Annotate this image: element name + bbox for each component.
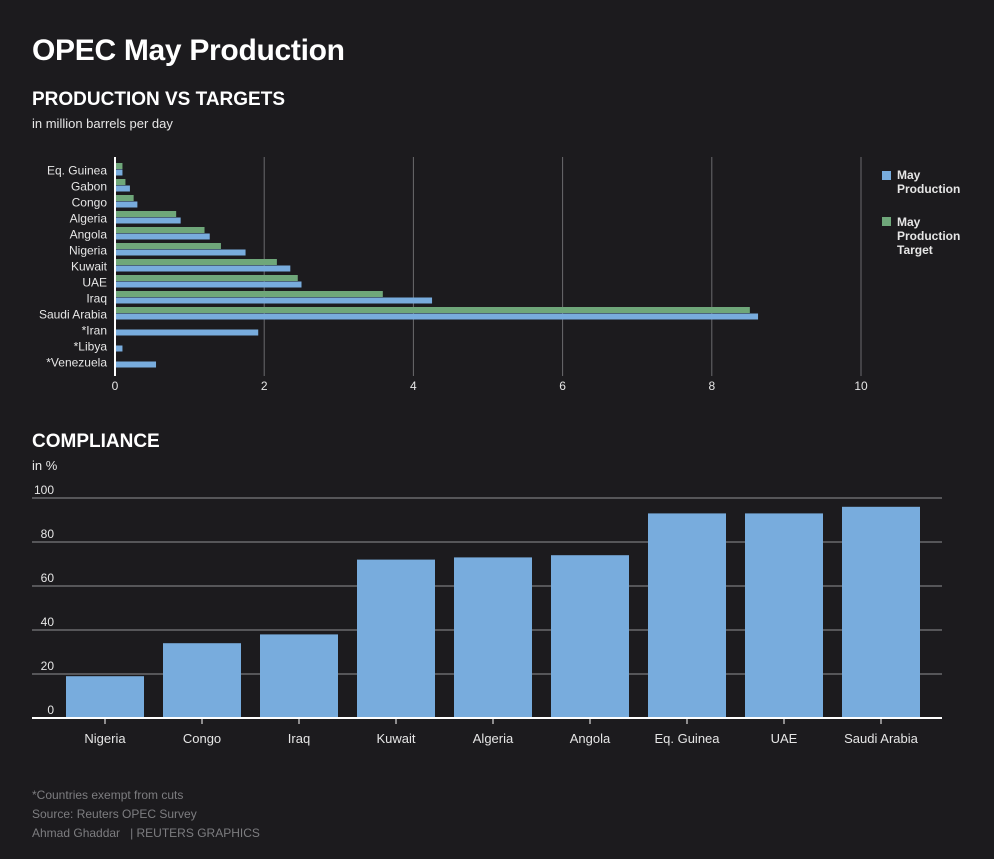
footnote-exempt: *Countries exempt from cuts <box>32 788 184 802</box>
x-tick-label: 6 <box>559 379 566 393</box>
compliance-bar <box>648 513 726 718</box>
target-bar <box>115 275 298 281</box>
target-bar <box>115 291 383 297</box>
category-label: UAE <box>771 731 798 746</box>
target-bar <box>115 179 126 185</box>
production-bar <box>115 249 246 256</box>
legend-label-target: May <box>897 215 921 229</box>
category-label: Eq. Guinea <box>654 731 720 746</box>
credit-line: Ahmad Ghaddar | REUTERS GRAPHICS <box>32 826 260 840</box>
production-bar <box>115 169 123 176</box>
category-label: Iraq <box>86 292 107 306</box>
production-bar <box>115 217 181 224</box>
category-label: Saudi Arabia <box>844 731 918 746</box>
target-bar <box>115 307 750 313</box>
category-label: Saudi Arabia <box>39 308 107 322</box>
compliance-bar <box>454 557 532 718</box>
production-bar <box>115 329 259 336</box>
category-label: Congo <box>183 731 221 746</box>
x-tick-label: 4 <box>410 379 417 393</box>
target-bar <box>115 211 177 217</box>
x-tick-label: 0 <box>112 379 119 393</box>
legend-label-target: Target <box>897 243 933 257</box>
category-label: Eq. Guinea <box>47 164 107 178</box>
y-tick-label: 100 <box>34 483 54 497</box>
y-tick-label: 60 <box>41 571 55 585</box>
production-bar <box>115 233 210 240</box>
production-bar <box>115 281 302 288</box>
compliance-chart: 0 20 40 60 80 100 Nigeria Congo Iraq Kuwait Algeri… <box>32 483 942 746</box>
production-section-title: PRODUCTION VS TARGETS <box>32 89 285 110</box>
production-bar <box>115 297 433 304</box>
production-vs-targets-chart: 0 2 4 6 8 10 Eq. Guinea Gabon Congo Algeria Angola… <box>39 157 960 393</box>
compliance-section-subtitle: in % <box>32 458 58 473</box>
category-label: *Iran <box>82 324 107 338</box>
category-label: Gabon <box>71 180 107 194</box>
credit-label: | REUTERS GRAPHICS <box>130 826 260 840</box>
y-tick-label: 0 <box>47 703 54 717</box>
compliance-bar <box>260 634 338 718</box>
compliance-bar <box>357 559 435 718</box>
y-tick-label: 80 <box>41 527 55 541</box>
compliance-section-title: COMPLIANCE <box>32 431 160 452</box>
production-bar <box>115 265 291 272</box>
category-label: Iraq <box>288 731 310 746</box>
category-label: UAE <box>82 276 107 290</box>
legend-label-production: May <box>897 168 921 182</box>
target-bar <box>115 243 221 249</box>
compliance-bar <box>66 676 144 718</box>
legend-swatch-target <box>882 217 891 226</box>
production-bar <box>115 185 130 192</box>
category-label: Algeria <box>473 731 514 746</box>
production-bar <box>115 201 138 208</box>
category-label: *Libya <box>74 340 108 354</box>
x-tick-label: 8 <box>708 379 715 393</box>
x-tick-label: 10 <box>854 379 868 393</box>
production-bar <box>115 345 123 352</box>
page-title: OPEC May Production <box>32 34 345 67</box>
compliance-bar <box>163 643 241 718</box>
compliance-bar <box>745 513 823 718</box>
production-bar <box>115 313 759 320</box>
category-label: Algeria <box>70 212 108 226</box>
category-label: Congo <box>72 196 108 210</box>
category-label: Nigeria <box>69 244 107 258</box>
category-label: Nigeria <box>84 731 126 746</box>
x-tick-label: 2 <box>261 379 268 393</box>
production-section-subtitle: in million barrels per day <box>32 116 173 131</box>
category-label: *Venezuela <box>46 356 107 370</box>
target-bar <box>115 227 205 233</box>
compliance-bar <box>842 506 920 718</box>
target-bar <box>115 163 123 169</box>
legend-label-production: Production <box>897 182 960 196</box>
y-tick-label: 20 <box>41 659 55 673</box>
production-bar <box>115 361 157 368</box>
target-bar <box>115 259 277 265</box>
source-note: Source: Reuters OPEC Survey <box>32 807 197 821</box>
legend-swatch-production <box>882 171 891 180</box>
category-label: Kuwait <box>71 260 108 274</box>
compliance-bar <box>551 555 629 718</box>
category-label: Angola <box>70 228 108 242</box>
target-bar <box>115 195 134 201</box>
category-label: Kuwait <box>376 731 415 746</box>
author-name: Ahmad Ghaddar <box>32 826 121 840</box>
legend-label-target: Production <box>897 229 960 243</box>
y-tick-label: 40 <box>41 615 55 629</box>
category-label: Angola <box>570 731 611 746</box>
